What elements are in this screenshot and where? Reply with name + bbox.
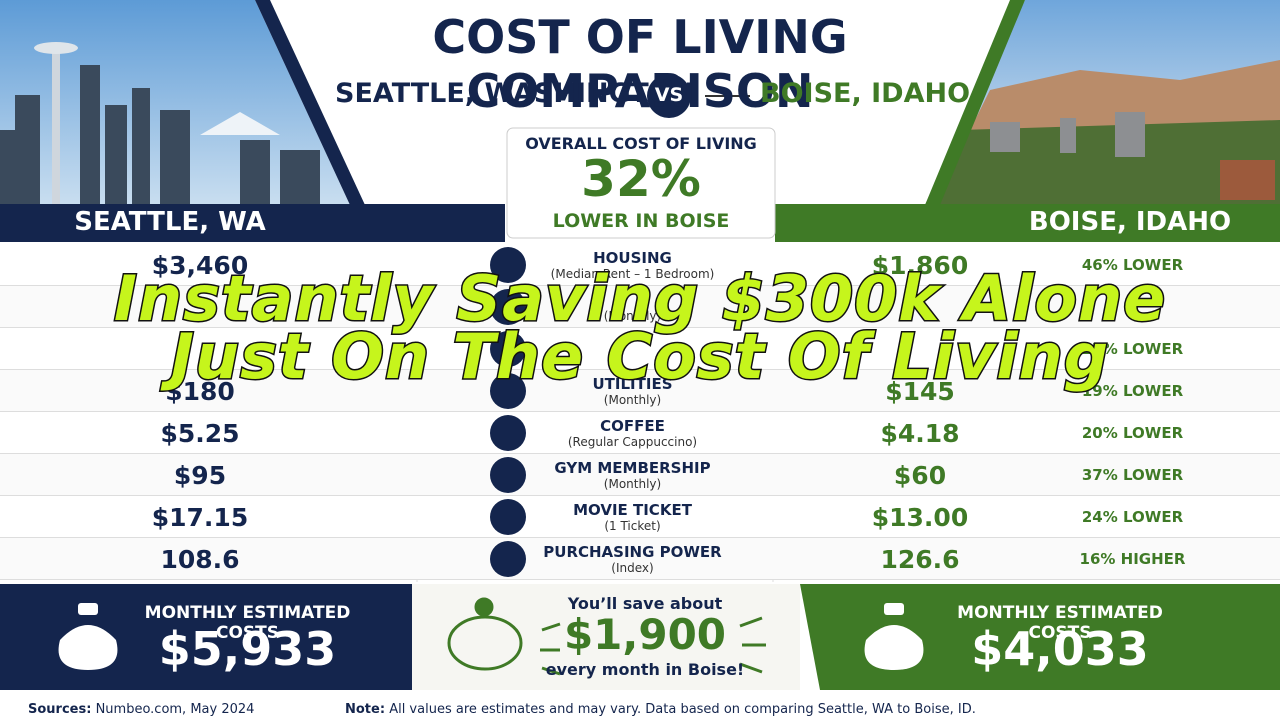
caption-line: Just On The Cost Of Living [169, 319, 1110, 395]
row: 27% LOWER [0, 328, 1280, 370]
row-boise: $1,860 [871, 251, 969, 280]
row-seattle: $180 [165, 377, 235, 406]
row-sub: (1 Ticket) [604, 519, 661, 533]
row-label: PURCHASING POWER [543, 543, 722, 561]
row-icon [490, 541, 526, 577]
row-diff: 19% LOWER [1081, 382, 1184, 400]
save-top: You’ll save about [567, 594, 723, 613]
row-seattle: $95 [173, 461, 227, 490]
row-sub: (Index) [611, 561, 654, 575]
row-seattle: $5.25 [160, 419, 240, 448]
row-diff: 16% HIGHER [1079, 550, 1186, 568]
save-value: $1,900 [563, 610, 727, 659]
title: COST OF LIVING COMPARISON [432, 10, 848, 118]
row-diff: 24% LOWER [1081, 508, 1184, 526]
right-column-header: BOISE, IDAHO [1028, 207, 1232, 237]
row: $5.25 COFFEE (Regular Cappuccino) $4.18 20% … [0, 412, 1280, 454]
row-boise: $145 [885, 377, 955, 406]
note-text: All values are estimates and may vary. D… [389, 702, 976, 717]
row-label: COFFEE [600, 417, 665, 435]
row-icon [490, 457, 526, 493]
row: $180 UTILITIES (Monthly) $145 19% LOWER [0, 370, 1280, 412]
row-label: HOUSING [593, 249, 672, 267]
caption-line: Instantly Saving $300k Alone [112, 261, 1167, 337]
row-icon [490, 415, 526, 451]
row-sub: (Monthly) [603, 309, 662, 323]
row-boise: $13.00 [871, 503, 969, 532]
sources-label: Sources: [28, 702, 92, 717]
right-summary-label: MONTHLY ESTIMATED COSTS [957, 603, 1163, 643]
row-boise: $60 [893, 461, 947, 490]
row: $17.15 MOVIE TICKET (1 Ticket) $13.00 24% LO… [0, 496, 1280, 538]
left-summary-label: MONTHLY ESTIMATED COSTS [144, 603, 351, 643]
row-boise: $4.18 [880, 419, 960, 448]
overall-value: 32% [581, 150, 701, 208]
row-icon [490, 289, 526, 325]
note-label: Note: [345, 702, 386, 717]
row-sub: (Median Rent – 1 Bedroom) [550, 267, 715, 281]
row: 108.6 PURCHASING POWER (Index) 126.6 16% HIG… [0, 538, 1280, 580]
row-icon [490, 331, 526, 367]
row-diff: 27% LOWER [1081, 340, 1184, 358]
row-icon [490, 247, 526, 283]
row-sub: (Monthly) [603, 477, 662, 491]
save-bottom: every month in Boise! [545, 660, 745, 679]
left-city: SEATTLE, WASHINGTON [335, 78, 695, 109]
row-label: MOVIE TICKET [573, 501, 692, 519]
row: (Monthly) [0, 286, 1280, 328]
row-icon [490, 373, 526, 409]
row-label: UTILITIES [592, 375, 673, 393]
row-diff: 46% LOWER [1081, 256, 1184, 274]
right-summary-value: $4,033 [971, 622, 1149, 676]
row-diff: 20% LOWER [1081, 424, 1184, 442]
left-summary-value: $5,933 [158, 622, 337, 676]
row-seattle: $17.15 [151, 503, 249, 532]
note: Note: All values are estimates and may v… [345, 702, 976, 717]
sources-text: Numbeo.com, May 2024 [95, 702, 255, 717]
overall-note: LOWER IN BOISE [552, 210, 730, 232]
row: $3,460 HOUSING (Median Rent – 1 Bedroom) $1… [0, 244, 1280, 286]
row-boise: 126.6 [880, 545, 960, 574]
row: $95 GYM MEMBERSHIP (Monthly) $60 37% LOWER [0, 454, 1280, 496]
row-sub: (Monthly) [603, 393, 662, 407]
row-seattle: $3,460 [151, 251, 249, 280]
left-column-header: SEATTLE, WA [74, 207, 266, 237]
row-sub: (Regular Cappuccino) [567, 435, 698, 449]
row-icon [490, 499, 526, 535]
right-city: BOISE, IDAHO [760, 78, 971, 109]
overall-label: OVERALL COST OF LIVING [525, 134, 757, 153]
sources: Sources: Numbeo.com, May 2024 [28, 702, 254, 717]
row-diff: 37% LOWER [1081, 466, 1184, 484]
vs-label: VS [654, 84, 684, 106]
row-seattle: 108.6 [160, 545, 240, 574]
row-label: GYM MEMBERSHIP [554, 459, 711, 477]
